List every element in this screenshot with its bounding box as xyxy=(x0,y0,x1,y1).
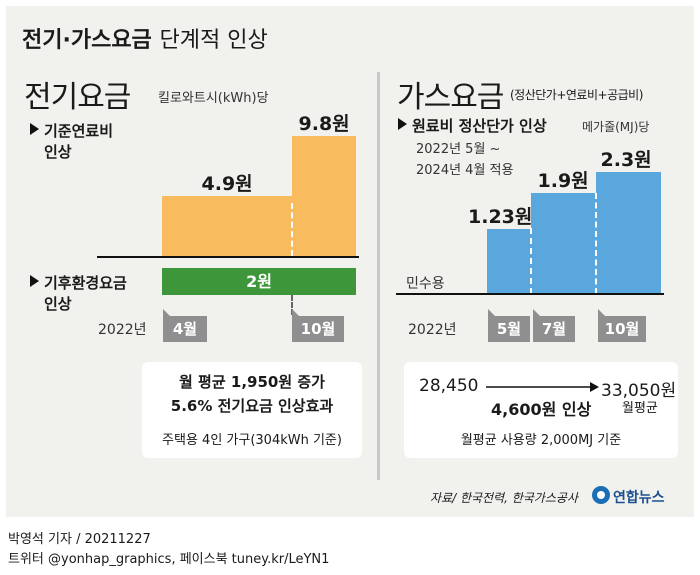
electric-summary-line2: 5.6% 전기요금 인상효과 xyxy=(170,397,334,415)
gas-bar-oct xyxy=(596,172,661,294)
yonhap-logo-text: 연합뉴스 xyxy=(613,490,665,506)
page-title: 전기·가스요금 단계적 인상 xyxy=(22,28,268,53)
gas-increase: 4,600원 인상 xyxy=(491,400,592,419)
electric-summary-note: 주택용 4인 가구(304kWh 기준) xyxy=(162,433,342,448)
source-note: 자료/ 한국전력, 한국가스공사 xyxy=(430,491,578,505)
yonhap-logo-icon xyxy=(592,486,610,504)
gas-to-sub: 월평균 xyxy=(622,401,658,416)
gas-heading-sub: (정산단가+연료비+공급비) xyxy=(510,88,643,102)
gas-year: 2022년 xyxy=(408,322,457,338)
gas-period-2: 2024년 4월 적용 xyxy=(416,163,514,178)
gas-value-label-oct: 2.3원 xyxy=(600,149,652,171)
gas-summary-box xyxy=(404,362,678,458)
climate-fee-label: 기후환경요금 xyxy=(30,273,127,294)
electric-heading: 전기요금 xyxy=(24,80,131,115)
arrow-right-icon xyxy=(486,382,599,392)
gas-bar-may xyxy=(487,228,531,294)
gas-heading: 가스요금 xyxy=(397,80,504,115)
gas-tab-oct: 10월 xyxy=(598,309,646,342)
gas-baseline xyxy=(396,293,664,295)
electric-summary-box xyxy=(142,362,362,458)
fuel-cost-label: 기준연료비 xyxy=(30,121,113,142)
electric-value-label-oct: 9.8원 xyxy=(298,113,350,135)
electric-tab-oct: 10월 xyxy=(292,309,344,342)
electric-fuel-bar-apr xyxy=(162,196,292,256)
gas-bar-jul xyxy=(531,193,596,294)
electric-fuel-bar-oct xyxy=(292,136,356,256)
electric-tab-apr: 4월 xyxy=(163,309,207,342)
fuel-cost-label-2: 인상 xyxy=(44,143,72,161)
gas-value-label-jul: 1.9원 xyxy=(537,170,589,193)
dashed-separator xyxy=(291,295,293,315)
electric-year: 2022년 xyxy=(98,322,147,338)
electric-summary-line1: 월 평균 1,950원 증가 xyxy=(179,373,325,391)
electric-value-label-apr: 4.9원 xyxy=(201,173,253,195)
gas-tab-jul: 7월 xyxy=(533,309,575,342)
gas-value-label-may: 1.23원 xyxy=(468,205,533,228)
triangle-bullet-icon xyxy=(30,123,39,135)
triangle-bullet-icon xyxy=(30,275,39,287)
climate-fee-label-2: 인상 xyxy=(44,295,72,313)
electric-baseline xyxy=(97,256,359,258)
gas-tab-may: 5월 xyxy=(488,309,530,342)
gas-summary-note: 월평균 사용량 2,000MJ 기준 xyxy=(460,433,622,448)
climate-fee-value: 2원 xyxy=(246,272,272,291)
climate-fee-bar xyxy=(162,268,356,295)
gas-rate-label: 원료비 정산단가 인상 xyxy=(398,116,547,137)
dashed-separator xyxy=(595,193,597,294)
electric-unit: 킬로와트시(kWh)당 xyxy=(158,91,269,106)
gas-to-value: 33,050원 xyxy=(601,381,677,401)
dashed-separator xyxy=(291,203,293,256)
social-line: 트위터 @yonhap_graphics, 페이스북 tuney.kr/LeYN… xyxy=(8,552,330,567)
gas-from-value: 28,450 xyxy=(419,376,479,396)
gas-residential-label: 민수용 xyxy=(406,276,445,292)
section-divider xyxy=(377,72,380,480)
gas-period-1: 2022년 5월 ~ xyxy=(416,142,501,157)
dashed-separator xyxy=(530,228,532,294)
triangle-bullet-icon xyxy=(398,118,407,130)
reporter-line: 박영석 기자 / 20211227 xyxy=(8,532,151,547)
gas-unit: 메가줄(MJ)당 xyxy=(582,120,650,134)
